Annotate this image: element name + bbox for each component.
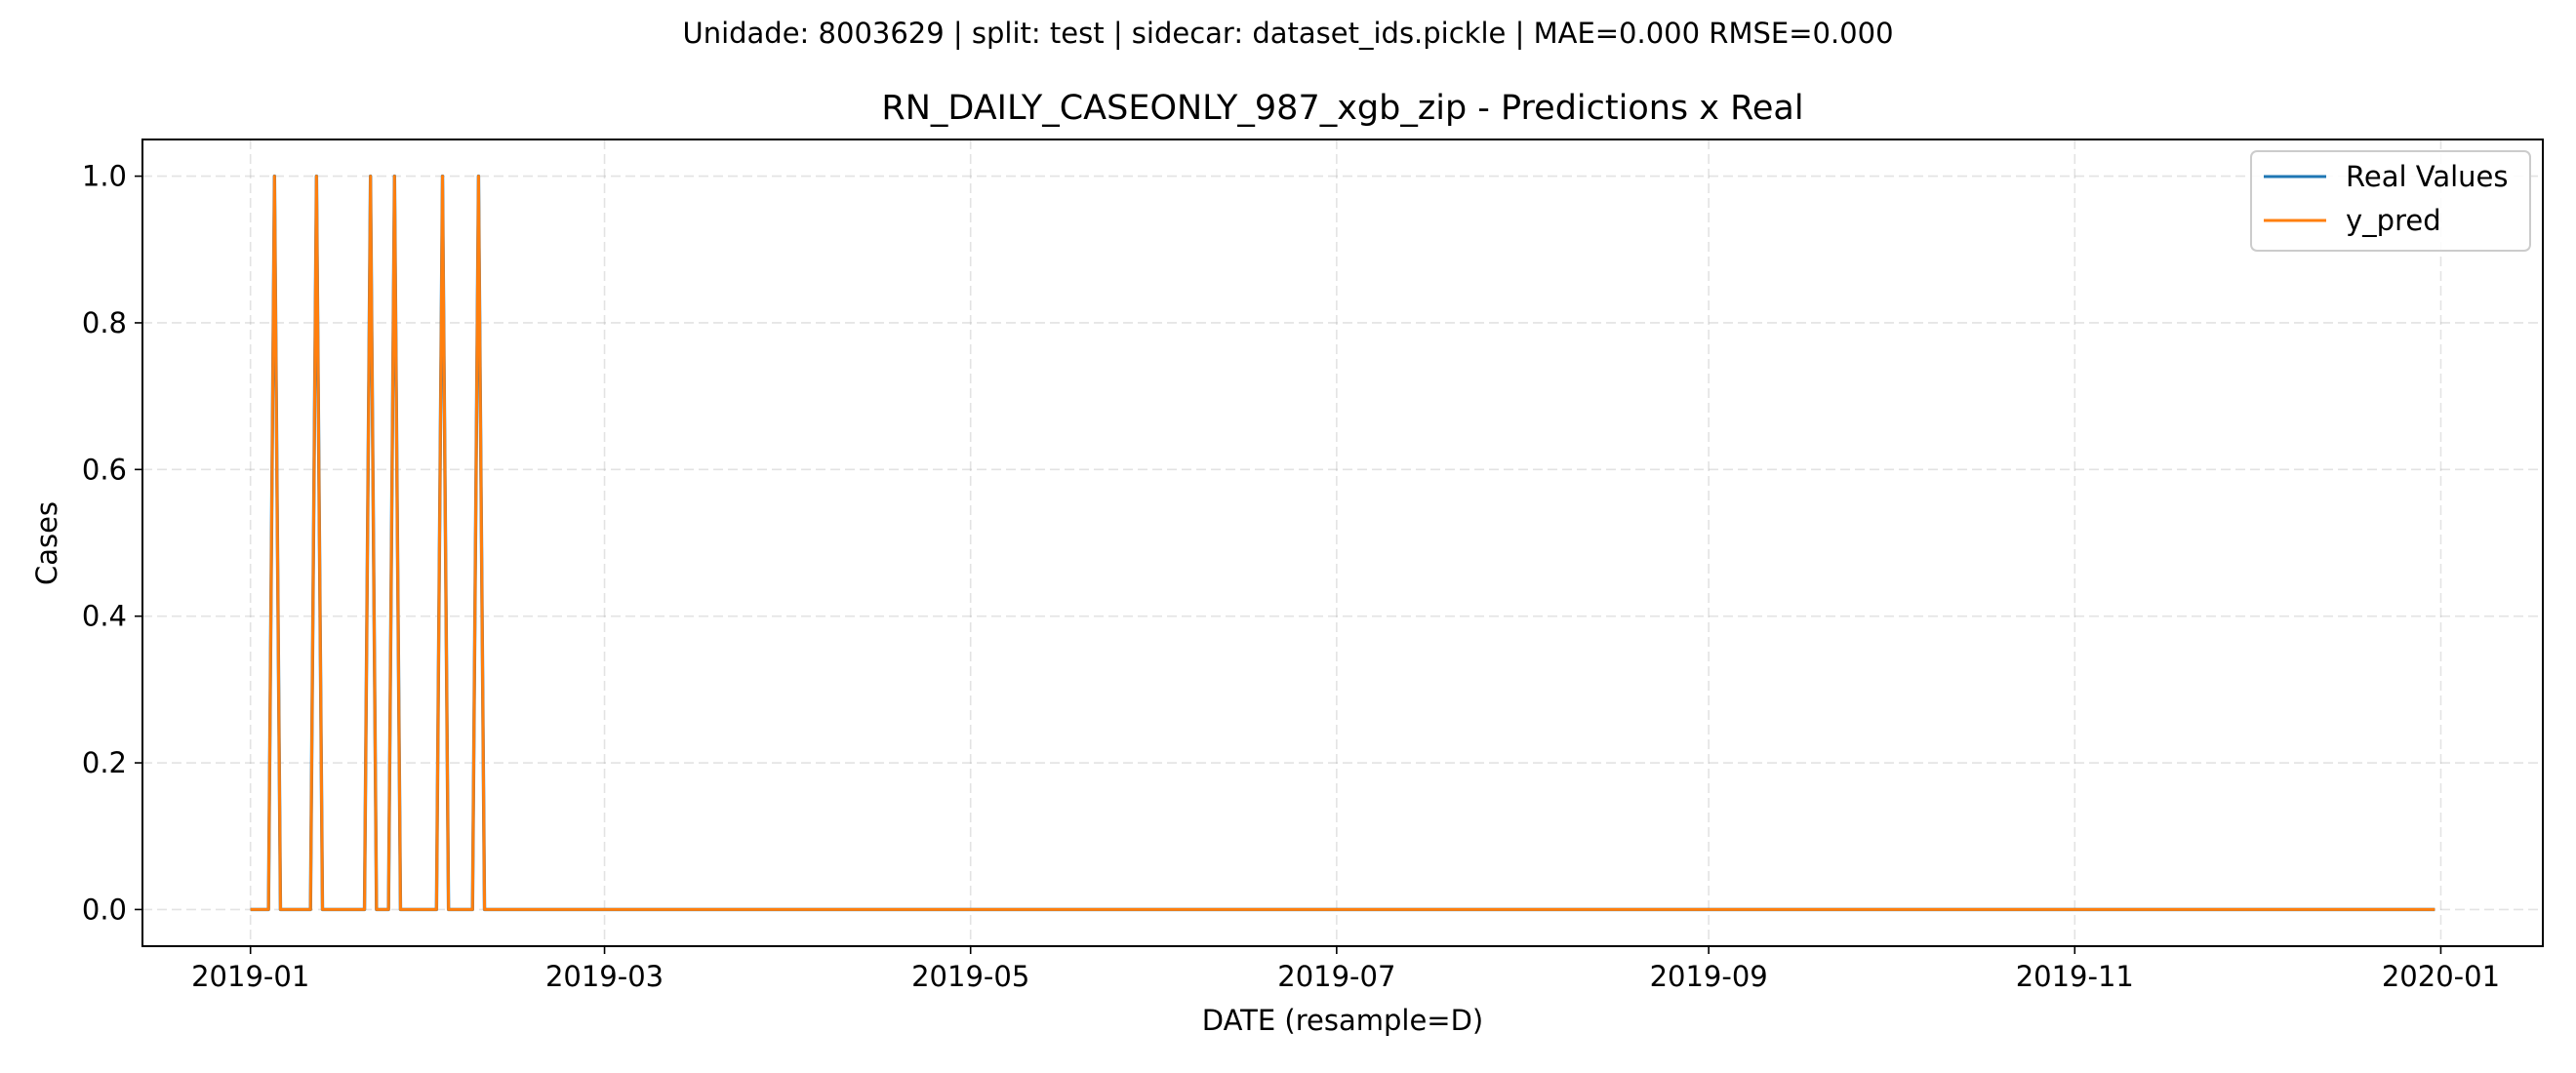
series-line-y-pred [250, 175, 2435, 911]
x-tick-label: 2019-11 [2016, 960, 2134, 993]
x-axis-label: DATE (resample=D) [1202, 1004, 1484, 1037]
y-tick-label: 0.0 [82, 893, 127, 926]
y-axis: 0.0 0.2 0.4 0.6 0.8 1.0 [82, 160, 142, 926]
x-tick-label: 2019-07 [1277, 960, 1395, 993]
x-tick-label: 2019-03 [545, 960, 664, 993]
y-tick-label: 0.6 [82, 453, 127, 486]
y-tick-label: 0.4 [82, 600, 127, 633]
y-axis-label: Cases [30, 501, 63, 585]
legend-label-y-pred: y_pred [2346, 204, 2441, 237]
legend-label-real-values: Real Values [2346, 160, 2508, 193]
y-tick-label: 0.2 [82, 746, 127, 779]
x-tick-label: 2019-09 [1650, 960, 1768, 993]
y-tick-label: 0.8 [82, 306, 127, 339]
y-tick-label: 1.0 [82, 160, 127, 193]
suptitle: Unidade: 8003629 | split: test | sidecar… [682, 17, 1893, 50]
plot-frame [141, 139, 2544, 947]
legend: Real Values y_pred [2250, 150, 2531, 252]
x-tick-label: 2019-01 [191, 960, 309, 993]
x-axis: 2019-01 2019-03 2019-05 2019-07 2019-09 2019-… [191, 946, 2500, 993]
series-lines [250, 174, 2435, 912]
x-tick-label: 2019-05 [911, 960, 1029, 993]
chart-title: RN_DAILY_CASEONLY_987_xgb_zip - Predicti… [881, 89, 1803, 128]
x-tick-label: 2020-01 [2382, 960, 2500, 993]
plot-area [142, 139, 2543, 946]
